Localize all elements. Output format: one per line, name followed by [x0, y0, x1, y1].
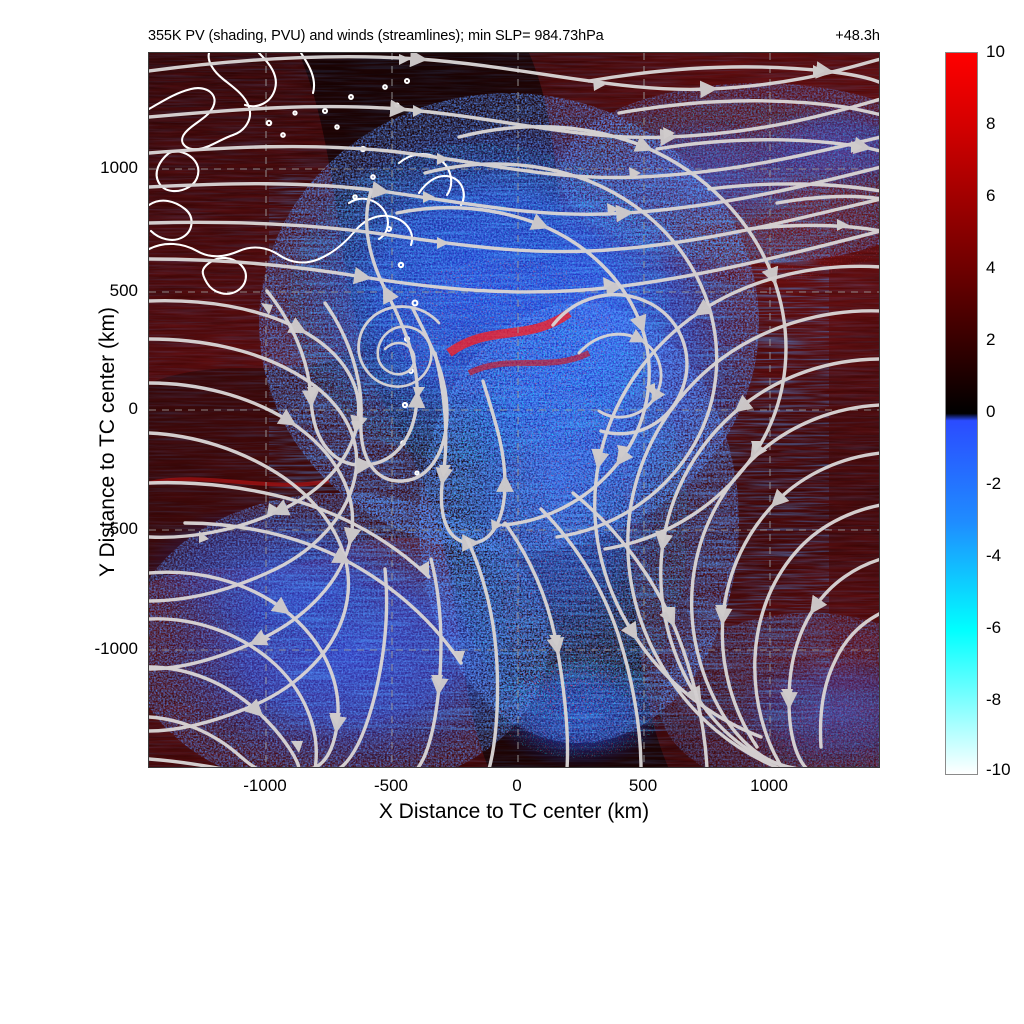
xtick-label-1: -500: [373, 776, 409, 795]
figure-title: 355K PV (shading, PVU) and winds (stream…: [148, 28, 604, 44]
colorbar-tick-neg4: -4: [986, 546, 1002, 565]
ytick-label-4: -1000: [94, 639, 138, 658]
y-axis-label-wrapper: Y Distance to TC center (km): [48, 96, 119, 577]
colorbar-gradient: [946, 53, 977, 774]
ytick-label-2: 0: [128, 399, 138, 418]
colorbar-tick-2: 2: [986, 330, 996, 349]
colorbar-tick-4: 4: [986, 258, 996, 277]
colorbar-tick-neg10: -10: [986, 760, 1011, 779]
ytick-label-1: 500: [109, 281, 138, 300]
colorbar-tick-neg8: -8: [986, 690, 1002, 709]
xtick-label-0: -1000: [243, 776, 287, 795]
xtick-label-2: 0: [512, 776, 522, 795]
figure-title-row: 355K PV (shading, PVU) and winds (stream…: [148, 24, 880, 44]
streamline-arrowheads: [199, 54, 863, 753]
xtick-label-3: 500: [628, 776, 658, 795]
pv-streamline-plot: [149, 53, 879, 767]
colorbar-tick-8: 8: [986, 114, 996, 133]
colorbar-tick-6: 6: [986, 186, 996, 205]
xtick-label-4: 1000: [750, 776, 788, 795]
colorbar-tick-10: 10: [986, 42, 1005, 61]
x-axis-label: X Distance to TC center (km): [378, 800, 650, 823]
ytick-label-3: -500: [103, 519, 138, 538]
colorbar-tick-neg2: -2: [986, 474, 1002, 493]
ytick-label-0: 1000: [100, 158, 138, 177]
forecast-hour-label: +48.3h: [835, 28, 880, 44]
colorbar-tick-0: 0: [986, 402, 996, 421]
plot-area[interactable]: [148, 52, 880, 768]
colorbar[interactable]: [945, 52, 978, 775]
y-axis-label: Y Distance to TC center (km): [96, 307, 119, 577]
colorbar-tick-neg6: -6: [986, 618, 1002, 637]
